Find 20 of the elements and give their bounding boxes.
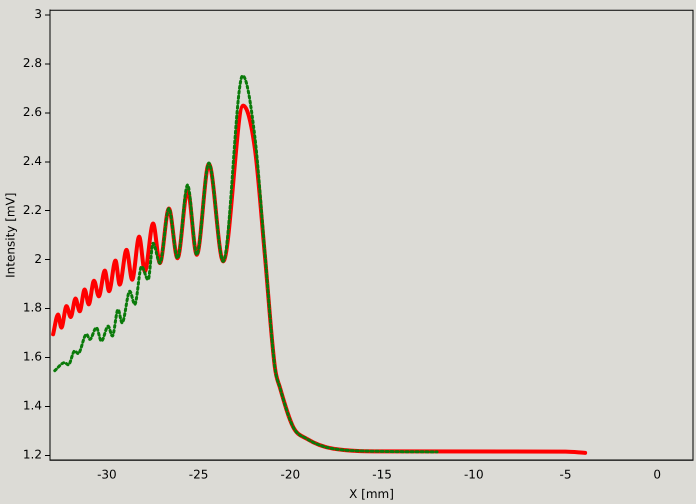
x-tick-label: -30 <box>97 468 117 482</box>
y-tick-label: 2.4 <box>22 154 42 168</box>
y-tick-label: 1.6 <box>22 350 42 364</box>
y-tick-label: 2.8 <box>22 56 42 70</box>
x-tick-label: -10 <box>464 468 484 482</box>
y-tick-label: 1.4 <box>22 398 42 413</box>
y-axis-title: Intensity [mV] <box>3 192 18 278</box>
x-axis-title: X [mm] <box>349 486 394 501</box>
x-tick-label: -5 <box>560 468 572 482</box>
x-tick-label: -15 <box>372 468 392 482</box>
x-tick-label: 0 <box>653 468 662 482</box>
y-tick-label: 3 <box>34 7 42 22</box>
line-series <box>53 74 439 454</box>
y-tick-label: 2 <box>34 252 42 266</box>
y-tick-label: 1.8 <box>22 300 42 315</box>
y-tick-label: 1.2 <box>22 447 42 462</box>
x-tick-label: -20 <box>280 468 300 482</box>
y-tick-label: 2.6 <box>22 105 42 120</box>
x-tick-label: -25 <box>188 468 208 482</box>
y-tick-label: 2.2 <box>22 202 42 217</box>
